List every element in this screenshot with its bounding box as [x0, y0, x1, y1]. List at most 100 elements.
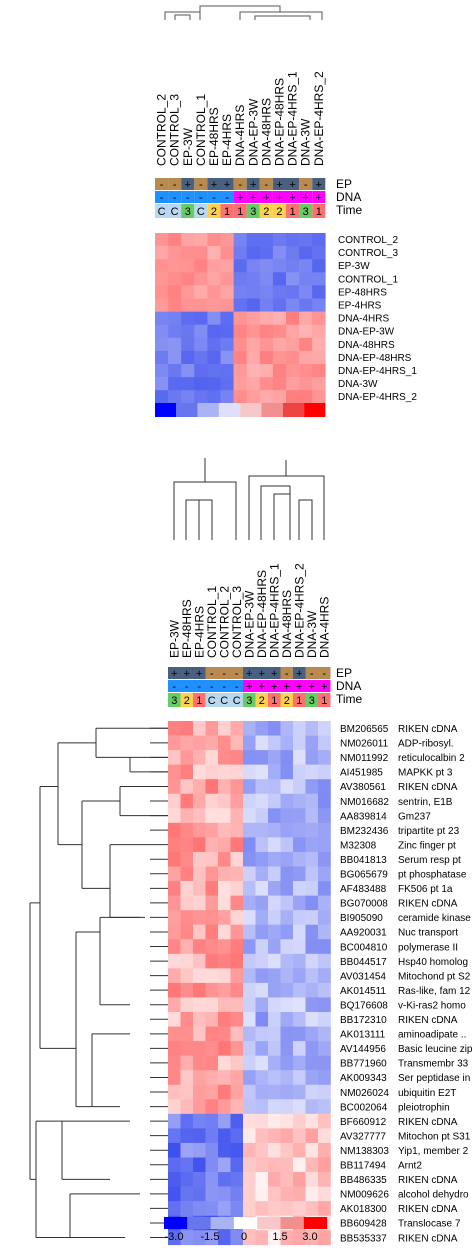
expression-cell [268, 1026, 281, 1042]
expression-cell [168, 1055, 181, 1071]
expression-cell [168, 1070, 181, 1086]
expression-cell [168, 982, 181, 998]
correlation-cell [207, 233, 221, 247]
expression-cell [255, 750, 269, 765]
expression-cell [243, 837, 256, 853]
gene-name-label: Mitochon pt S31 [398, 1131, 471, 1142]
expression-cell [230, 1142, 244, 1158]
expression-cell [255, 721, 269, 736]
expression-cell [168, 866, 181, 882]
expression-cell [230, 1012, 244, 1027]
gene-name-label: pt phosphatase [398, 870, 467, 881]
dna-cell [286, 191, 300, 203]
expression-cell [280, 1172, 294, 1187]
correlation-cell [312, 246, 326, 260]
expression-cell [318, 1172, 331, 1187]
expression-cell [293, 721, 306, 736]
correlation-cell [286, 364, 300, 378]
expression-cell [305, 1157, 319, 1173]
time-cell-label: 1 [296, 695, 302, 707]
gene-id-label: BC004810 [340, 942, 388, 953]
expression-cell [243, 764, 256, 780]
expression-cell [280, 1070, 294, 1086]
color-key-swatch [210, 1217, 234, 1229]
expression-cell [180, 1026, 194, 1042]
expression-cell [255, 939, 269, 955]
expression-cell [280, 910, 294, 925]
ep-cell [220, 178, 234, 190]
expression-cell [255, 910, 269, 925]
expression-cell [243, 895, 256, 911]
expression-cell [293, 953, 306, 969]
ep-cell [168, 667, 181, 679]
correlation-cell [299, 272, 313, 286]
ep-cell [286, 178, 300, 190]
expression-cell [318, 1041, 331, 1056]
expression-cell [205, 924, 219, 940]
correlation-cell [207, 298, 221, 312]
dna-cell-label: + [250, 192, 256, 204]
gene-id-label: BB044517 [340, 957, 387, 968]
color-key-swatch [155, 403, 177, 417]
expression-cell [168, 910, 181, 925]
expression-cell [305, 866, 319, 882]
expression-cell [205, 1041, 219, 1056]
expression-cell [180, 822, 194, 838]
correlation-cell [286, 246, 300, 260]
ep-cell-label: - [322, 668, 326, 680]
gene-name-label: tripartite pt 23 [398, 826, 460, 837]
expression-cell [293, 1113, 306, 1129]
column-label: EP-48HRS [207, 107, 221, 166]
correlation-cell [272, 233, 287, 247]
expression-cell [305, 910, 319, 925]
correlation-cell [246, 377, 261, 391]
expression-cell [243, 1099, 256, 1115]
expression-cell [305, 924, 319, 940]
expression-cell [193, 1099, 206, 1115]
color-key-swatch [280, 1217, 304, 1229]
time-cell-label: 3 [303, 206, 309, 218]
correlation-cell [259, 311, 274, 325]
gene-name-label: RIKEN cDNA [398, 724, 458, 735]
expression-cell [218, 1084, 231, 1100]
expression-cell [280, 837, 294, 853]
expression-cell [205, 997, 219, 1013]
expression-cell [280, 968, 294, 984]
expression-cell [168, 793, 181, 809]
gene-name-label: Mitochond pt S2 [398, 971, 471, 982]
dna-cell [233, 191, 247, 203]
expression-cell [230, 1128, 244, 1144]
expression-cell [180, 764, 194, 780]
expression-cell [205, 866, 219, 882]
gene-id-label: NM009626 [340, 1190, 389, 1201]
expression-cell [318, 1201, 331, 1216]
expression-cell [268, 1055, 281, 1071]
expression-cell [280, 997, 294, 1013]
dna-cell-label: - [173, 192, 177, 204]
expression-cell [318, 779, 331, 795]
expression-cell [168, 1128, 181, 1144]
gene-name-label: Translocase 7 [398, 1219, 461, 1230]
correlation-cell [233, 377, 247, 391]
expression-cell [318, 866, 331, 882]
color-key-swatch [187, 1217, 211, 1229]
ep-cell [181, 178, 195, 190]
expression-cell [218, 1142, 231, 1158]
time-cell-label: 2 [263, 206, 269, 218]
correlation-cell [259, 390, 274, 404]
correlation-cell [286, 285, 300, 299]
expression-cell [193, 895, 206, 911]
time-cell [155, 204, 169, 218]
dna-cell-label: + [271, 681, 277, 693]
expression-cell [243, 1157, 256, 1173]
expression-cell [268, 924, 281, 940]
correlation-cell [220, 311, 234, 325]
column-label: DNA-EP-3W [246, 98, 260, 166]
expression-cell [218, 910, 231, 925]
expression-cell [293, 808, 306, 824]
correlation-cell [233, 285, 247, 299]
dna-cell [312, 191, 326, 203]
correlation-cell [299, 259, 313, 273]
column-label: CONTROL_1 [205, 586, 219, 658]
expression-cell [243, 851, 256, 867]
